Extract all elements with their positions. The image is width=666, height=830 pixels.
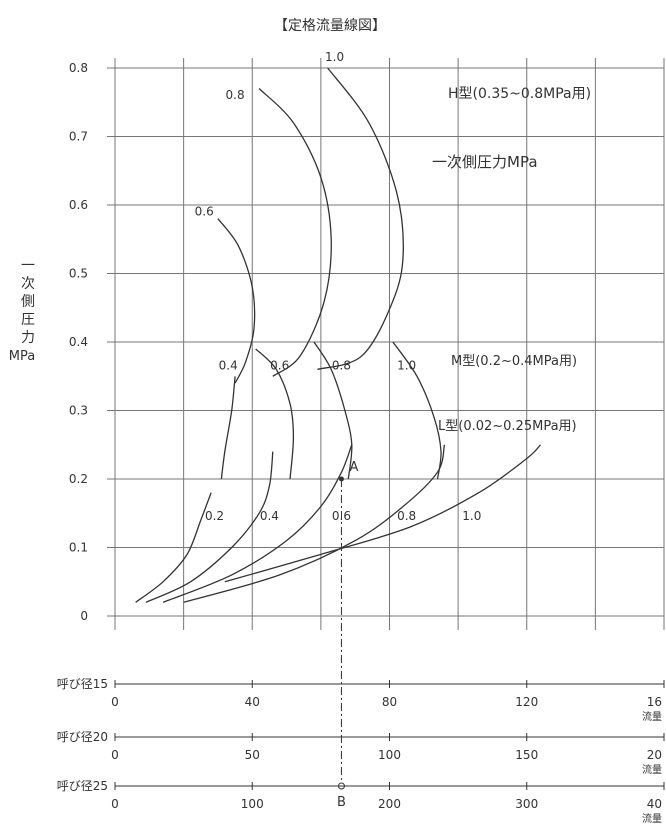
h-type-label: H型(0.35~0.8MPa用) bbox=[448, 86, 591, 102]
curve-value-label: 0.8 bbox=[332, 358, 351, 372]
curve-m-1-0 bbox=[392, 341, 442, 480]
curve-value-label: 0.4 bbox=[219, 358, 238, 372]
curve-value-label: 0.6 bbox=[270, 358, 289, 372]
flow-axis-tick-label: 0 bbox=[111, 748, 119, 762]
curve-l-1-0 bbox=[224, 444, 541, 583]
flow-axis-tick-label: 16 bbox=[647, 695, 662, 709]
curve-l-0-2 bbox=[135, 492, 212, 603]
chart-title: 【定格流量線図】 bbox=[274, 18, 386, 34]
flow-axis-unit: 流量 bbox=[642, 763, 662, 776]
curve-value-label: 0.6 bbox=[195, 204, 214, 218]
y-tick-label: 0.1 bbox=[69, 541, 88, 555]
flow-axis-tick-label: 200 bbox=[378, 797, 401, 811]
flow-axis-tick-label: 100 bbox=[241, 797, 264, 811]
markers: AB bbox=[337, 460, 358, 810]
flow-axis-tick-label: 40 bbox=[647, 797, 662, 811]
curve-m-0-6 bbox=[255, 348, 295, 480]
curve-h-1-0 bbox=[317, 67, 404, 371]
flow-axis-tick-label: 300 bbox=[515, 797, 538, 811]
curve-value-label: 0.8 bbox=[397, 509, 416, 523]
flow-axis-tick-label: 80 bbox=[382, 695, 397, 709]
m-type-label: M型(0.2~0.4MPa用) bbox=[451, 354, 577, 369]
flow-axis-label: 呼び径20 bbox=[57, 730, 108, 744]
curve-value-label: 0.2 bbox=[205, 509, 224, 523]
curve-h-0-6 bbox=[217, 218, 256, 384]
y-axis-label-char: 力 bbox=[21, 330, 35, 346]
curve-value-labels: 0.81.00.60.4 0.6 0.8 1.00.2 0.4 0.6 0.8 1.0 bbox=[195, 50, 482, 523]
flow-axis-tick-label: 50 bbox=[245, 748, 260, 762]
curve-l-0-6 bbox=[162, 444, 353, 603]
point-b-label: B bbox=[337, 795, 346, 810]
curve-m-0-8 bbox=[313, 341, 353, 480]
flow-axis-unit: 流量 bbox=[642, 710, 662, 723]
flow-axis-tick-label: 0 bbox=[111, 695, 119, 709]
y-tick-label: 0.7 bbox=[69, 130, 88, 144]
l-type-label: L型(0.02~0.25MPa用) bbox=[438, 419, 577, 434]
point-a-label: A bbox=[349, 460, 358, 475]
curve-value-label: 0.8 bbox=[226, 88, 245, 102]
flow-axis-tick-label: 120 bbox=[515, 695, 538, 709]
series-group bbox=[135, 67, 541, 603]
y-axis-label-char: 次 bbox=[21, 276, 35, 292]
y-axis-label-char: 圧 bbox=[21, 312, 35, 328]
flow-axis-tick-label: 0 bbox=[111, 797, 119, 811]
y-axis-label: 一次側圧力 MPa bbox=[9, 258, 35, 364]
grid bbox=[107, 58, 665, 630]
curve-value-label: 0.4 bbox=[260, 509, 279, 523]
flow-axis-tick-label: 40 bbox=[245, 695, 260, 709]
y-tick-label: 0.3 bbox=[69, 404, 88, 418]
y-tick-label: 0.8 bbox=[69, 61, 88, 75]
curve-value-label: 1.0 bbox=[462, 509, 481, 523]
y-tick-label: 0.2 bbox=[69, 472, 88, 486]
curve-m-0-4 bbox=[220, 376, 236, 480]
y-axis-label-char: 側 bbox=[21, 294, 35, 310]
y-tick-label: 0 bbox=[80, 609, 88, 623]
y-axis-label-char: 一 bbox=[21, 258, 35, 274]
flow-axis-label: 呼び径25 bbox=[57, 779, 108, 793]
flow-axis-tick-label: 20 bbox=[647, 748, 662, 762]
flow-axis-tick-label: 100 bbox=[378, 748, 401, 762]
flow-axis-label: 呼び径15 bbox=[57, 677, 108, 691]
curve-h-0-8 bbox=[258, 88, 332, 377]
y-tick-label: 0.4 bbox=[69, 335, 88, 349]
y-tick-labels: 0 0.1 0.2 0.3 0.4 0.5 0.6 0.7 0.8 bbox=[69, 61, 88, 623]
curve-l-0-8 bbox=[183, 444, 446, 603]
curve-value-label: 1.0 bbox=[325, 50, 344, 64]
y-axis-label-char: MPa bbox=[9, 349, 35, 364]
flow-axis-unit: 流量 bbox=[642, 812, 662, 825]
y-tick-label: 0.5 bbox=[69, 267, 88, 281]
flow-axis-tick-label: 150 bbox=[515, 748, 538, 762]
primary-pressure-label: 一次側圧力MPa bbox=[432, 153, 538, 171]
curve-l-0-4 bbox=[145, 451, 274, 603]
curve-value-label: 1.0 bbox=[397, 358, 416, 372]
y-tick-label: 0.6 bbox=[69, 198, 88, 212]
